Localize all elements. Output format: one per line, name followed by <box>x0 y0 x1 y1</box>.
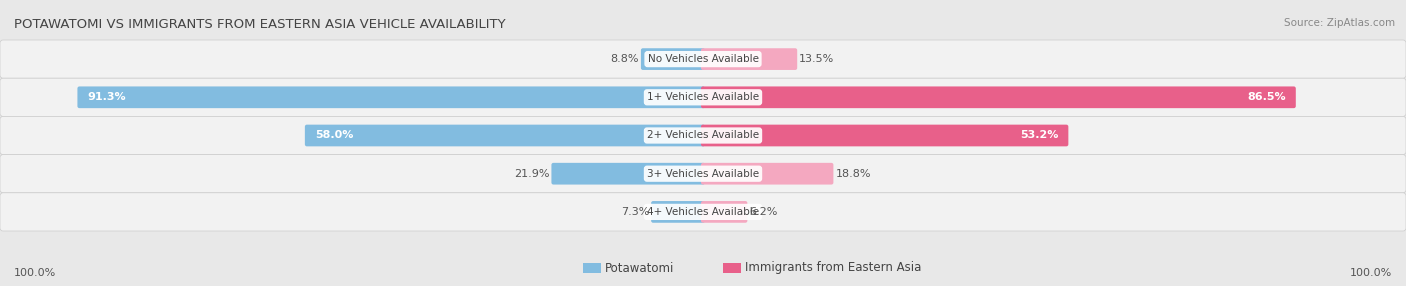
Text: No Vehicles Available: No Vehicles Available <box>648 54 758 64</box>
FancyBboxPatch shape <box>702 201 748 223</box>
Text: 8.8%: 8.8% <box>610 54 638 64</box>
FancyBboxPatch shape <box>702 48 797 70</box>
Text: Potawatomi: Potawatomi <box>605 261 675 275</box>
FancyBboxPatch shape <box>0 40 1406 78</box>
Text: 1+ Vehicles Available: 1+ Vehicles Available <box>647 92 759 102</box>
Text: Immigrants from Eastern Asia: Immigrants from Eastern Asia <box>745 261 921 275</box>
FancyBboxPatch shape <box>0 78 1406 116</box>
FancyBboxPatch shape <box>702 125 1069 146</box>
Text: 100.0%: 100.0% <box>1350 268 1392 278</box>
FancyBboxPatch shape <box>305 125 704 146</box>
Text: 18.8%: 18.8% <box>835 169 870 179</box>
FancyBboxPatch shape <box>723 263 741 273</box>
Text: POTAWATOMI VS IMMIGRANTS FROM EASTERN ASIA VEHICLE AVAILABILITY: POTAWATOMI VS IMMIGRANTS FROM EASTERN AS… <box>14 18 506 31</box>
Text: 58.0%: 58.0% <box>315 130 353 140</box>
Text: 6.2%: 6.2% <box>749 207 778 217</box>
FancyBboxPatch shape <box>0 116 1406 155</box>
FancyBboxPatch shape <box>651 201 704 223</box>
Text: 13.5%: 13.5% <box>799 54 834 64</box>
FancyBboxPatch shape <box>551 163 704 184</box>
Text: 3+ Vehicles Available: 3+ Vehicles Available <box>647 169 759 179</box>
FancyBboxPatch shape <box>0 193 1406 231</box>
Text: Source: ZipAtlas.com: Source: ZipAtlas.com <box>1284 18 1395 28</box>
Text: 21.9%: 21.9% <box>515 169 550 179</box>
FancyBboxPatch shape <box>641 48 704 70</box>
Text: 53.2%: 53.2% <box>1019 130 1059 140</box>
FancyBboxPatch shape <box>702 163 834 184</box>
Text: 7.3%: 7.3% <box>621 207 650 217</box>
FancyBboxPatch shape <box>583 263 600 273</box>
Text: 2+ Vehicles Available: 2+ Vehicles Available <box>647 130 759 140</box>
Text: 4+ Vehicles Available: 4+ Vehicles Available <box>647 207 759 217</box>
Text: 91.3%: 91.3% <box>87 92 127 102</box>
FancyBboxPatch shape <box>702 86 1296 108</box>
FancyBboxPatch shape <box>0 155 1406 193</box>
FancyBboxPatch shape <box>77 86 704 108</box>
Text: 86.5%: 86.5% <box>1247 92 1286 102</box>
Text: 100.0%: 100.0% <box>14 268 56 278</box>
